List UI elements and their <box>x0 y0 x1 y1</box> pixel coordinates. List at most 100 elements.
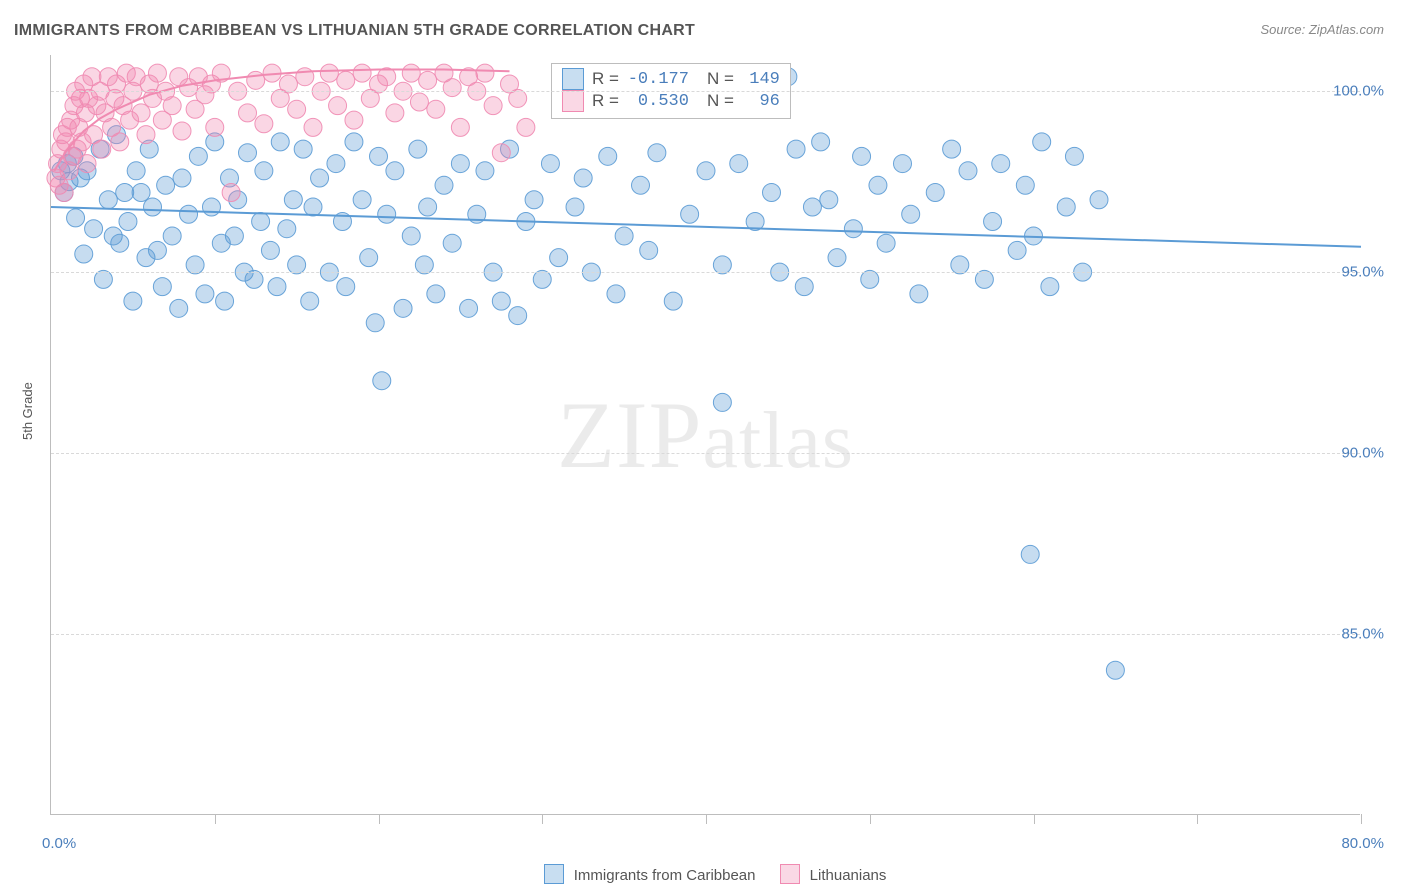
data-point <box>271 133 289 151</box>
data-point <box>664 292 682 310</box>
corr-n-label: N = <box>707 69 734 89</box>
data-point <box>394 299 412 317</box>
data-point <box>517 118 535 136</box>
data-point <box>730 155 748 173</box>
data-point <box>1057 198 1075 216</box>
gridline <box>51 634 1360 635</box>
gridline <box>51 453 1360 454</box>
chart-title: IMMIGRANTS FROM CARIBBEAN VS LITHUANIAN … <box>14 22 695 40</box>
data-point <box>820 191 838 209</box>
data-point <box>225 227 243 245</box>
data-point <box>196 285 214 303</box>
data-point <box>170 299 188 317</box>
data-point <box>435 176 453 194</box>
data-point <box>451 155 469 173</box>
plot-area: ZIPatlas R = -0.177 N = 149 R = 0.530 N … <box>50 55 1360 815</box>
data-point <box>144 198 162 216</box>
data-point <box>427 285 445 303</box>
data-point <box>812 133 830 151</box>
data-point <box>460 299 478 317</box>
data-point <box>370 147 388 165</box>
data-point <box>541 155 559 173</box>
xtick <box>1361 814 1362 824</box>
data-point <box>476 162 494 180</box>
xtick <box>1034 814 1035 824</box>
data-point <box>173 122 191 140</box>
data-point <box>640 241 658 259</box>
data-point <box>132 104 150 122</box>
data-point <box>261 241 279 259</box>
data-point <box>75 245 93 263</box>
ytick-label: 85.0% <box>1341 626 1384 643</box>
data-point <box>67 209 85 227</box>
data-point <box>476 64 494 82</box>
data-point <box>78 155 96 173</box>
data-point <box>402 64 420 82</box>
data-point <box>1016 176 1034 194</box>
data-point <box>345 111 363 129</box>
data-point <box>148 64 166 82</box>
data-point <box>180 205 198 223</box>
data-point <box>443 234 461 252</box>
data-point <box>410 93 428 111</box>
corr-r-label: R = <box>592 91 619 111</box>
regression-line <box>51 207 1361 247</box>
data-point <box>443 79 461 97</box>
data-point <box>353 191 371 209</box>
data-point <box>574 169 592 187</box>
data-point <box>378 205 396 223</box>
data-point <box>1106 661 1124 679</box>
data-point <box>93 140 111 158</box>
data-point <box>484 97 502 115</box>
data-point <box>697 162 715 180</box>
legend-swatch <box>562 90 584 112</box>
data-point <box>509 307 527 325</box>
data-point <box>787 140 805 158</box>
data-point <box>373 372 391 390</box>
xtick-label-left: 0.0% <box>42 835 76 852</box>
data-point <box>910 285 928 303</box>
corr-n-label: N = <box>707 91 734 111</box>
corr-n-value: 96 <box>742 92 780 111</box>
xtick <box>542 814 543 824</box>
data-point <box>419 71 437 89</box>
data-point <box>409 140 427 158</box>
data-point <box>239 144 257 162</box>
data-point <box>366 314 384 332</box>
footer-legend: Immigrants from Caribbean Lithuanians <box>0 864 1406 884</box>
xtick <box>379 814 380 824</box>
corr-row: R = -0.177 N = 149 <box>562 68 780 90</box>
data-point <box>427 100 445 118</box>
data-point <box>247 71 265 89</box>
xtick <box>870 814 871 824</box>
data-point <box>311 169 329 187</box>
data-point <box>681 205 699 223</box>
corr-row: R = 0.530 N = 96 <box>562 90 780 112</box>
data-point <box>492 144 510 162</box>
data-point <box>419 198 437 216</box>
chart-container: IMMIGRANTS FROM CARIBBEAN VS LITHUANIAN … <box>0 0 1406 892</box>
data-point <box>288 100 306 118</box>
data-point <box>124 292 142 310</box>
xtick <box>706 814 707 824</box>
data-point <box>550 249 568 267</box>
data-point <box>216 292 234 310</box>
data-point <box>278 220 296 238</box>
data-point <box>148 241 166 259</box>
data-point <box>853 147 871 165</box>
data-point <box>615 227 633 245</box>
data-point <box>795 278 813 296</box>
data-point <box>386 104 404 122</box>
data-point <box>85 220 103 238</box>
data-point <box>894 155 912 173</box>
data-point <box>1021 545 1039 563</box>
data-point <box>566 198 584 216</box>
corr-n-value: 149 <box>742 70 780 89</box>
data-point <box>137 126 155 144</box>
data-point <box>713 393 731 411</box>
legend-swatch <box>562 68 584 90</box>
ytick-label: 95.0% <box>1341 264 1384 281</box>
data-point <box>763 184 781 202</box>
data-point <box>337 71 355 89</box>
data-point <box>984 212 1002 230</box>
